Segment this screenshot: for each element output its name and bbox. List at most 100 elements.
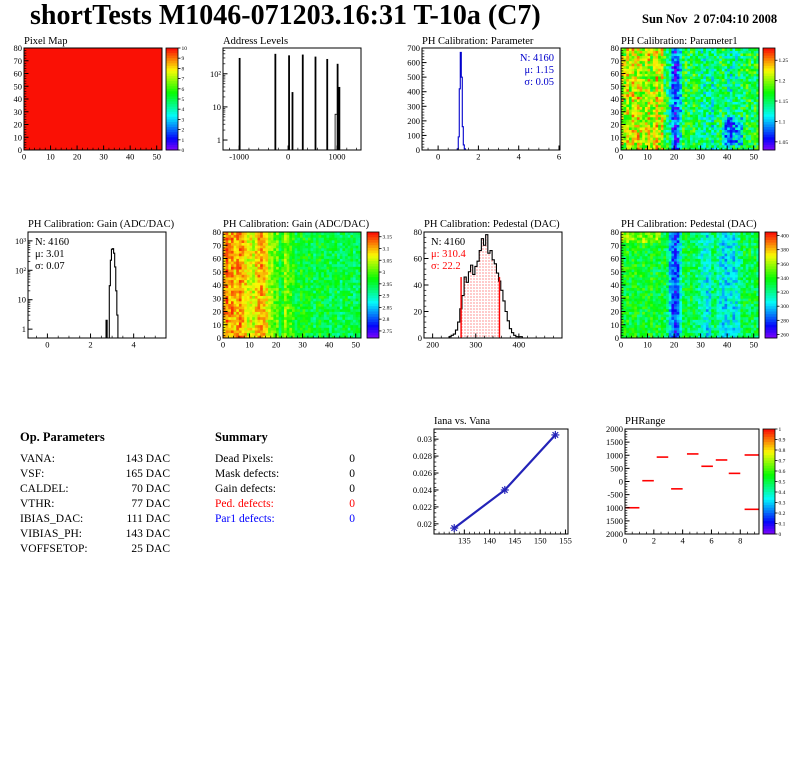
- svg-text:10: 10: [643, 152, 652, 161]
- summary-box: Summary Dead Pixels: 0 Mask defects: 0 Gai…: [215, 430, 355, 526]
- table-row: IBIAS_DAC: 111 DAC: [20, 512, 170, 525]
- svg-text:1000: 1000: [329, 152, 346, 161]
- svg-text:10: 10: [245, 340, 254, 350]
- svg-text:2.9: 2.9: [383, 294, 390, 300]
- svg-text:10³: 10³: [15, 236, 27, 246]
- svg-text:500: 500: [407, 72, 420, 82]
- svg-text:10: 10: [182, 46, 188, 52]
- plot-title: Iana vs. Vana: [434, 416, 491, 427]
- svg-text:80: 80: [414, 227, 423, 237]
- svg-text:80: 80: [213, 227, 222, 237]
- svg-text:40: 40: [213, 280, 222, 290]
- svg-text:4: 4: [132, 340, 137, 350]
- svg-text:1.25: 1.25: [779, 58, 789, 64]
- svg-text:3.05: 3.05: [383, 258, 393, 264]
- svg-text:30: 30: [611, 107, 620, 117]
- svg-text:N: 4160: N: 4160: [35, 237, 69, 248]
- svg-text:3: 3: [182, 117, 185, 123]
- svg-text:30: 30: [14, 107, 23, 117]
- svg-text:60: 60: [14, 69, 23, 79]
- svg-text:8: 8: [182, 66, 185, 72]
- svg-text:10: 10: [213, 320, 222, 330]
- gain-map-chart: 0 10 20 30 40 50 0 10 20 30 40 50 60 70 80 3.15 3.1 3.05 3…: [213, 227, 393, 350]
- svg-text:50: 50: [213, 267, 222, 277]
- svg-text:60: 60: [213, 254, 222, 264]
- svg-text:30: 30: [696, 152, 705, 161]
- address-levels-chart: -1000 0 1000 1 10 10²: [210, 47, 362, 161]
- table-row: VIBIAS_PH: 143 DAC: [20, 527, 170, 540]
- svg-text:0: 0: [286, 152, 290, 161]
- svg-text:μ: 3.01: μ: 3.01: [35, 249, 65, 260]
- svg-text:7: 7: [182, 77, 185, 83]
- table-row: Gain defects: 0: [215, 482, 355, 495]
- svg-text:10: 10: [213, 102, 222, 112]
- panel-iana-vana: Iana vs. Vana 135 140 145 150 155 0.02 0.022 0.…: [398, 415, 597, 547]
- svg-text:60: 60: [611, 69, 620, 79]
- svg-text:20: 20: [73, 152, 82, 161]
- svg-text:0: 0: [615, 145, 619, 155]
- svg-text:30: 30: [99, 152, 108, 161]
- svg-text:80: 80: [611, 43, 620, 53]
- svg-text:6: 6: [182, 87, 185, 93]
- plot-title: PH Calibration: Parameter: [422, 36, 534, 47]
- panel-pedestal-hist: PH Calibration: Pedestal (DAC) 200 300 400…: [398, 218, 597, 354]
- svg-text:20: 20: [272, 340, 281, 350]
- plot-title: PH Calibration: Parameter1: [621, 36, 738, 47]
- svg-text:50: 50: [14, 81, 23, 91]
- svg-text:2.85: 2.85: [383, 305, 393, 311]
- svg-text:4: 4: [182, 107, 185, 113]
- table-row: VTHR: 77 DAC: [20, 497, 170, 510]
- svg-text:2: 2: [182, 128, 185, 134]
- svg-text:30: 30: [213, 293, 222, 303]
- svg-text:0: 0: [619, 152, 623, 161]
- svg-text:40: 40: [126, 152, 135, 161]
- svg-text:2.8: 2.8: [383, 317, 390, 323]
- svg-text:0: 0: [416, 145, 420, 155]
- table-row: Par1 defects: 0: [215, 512, 355, 525]
- plot-title: PH Calibration: Pedestal (DAC): [621, 219, 757, 230]
- svg-text:1.05: 1.05: [779, 140, 789, 146]
- svg-text:70: 70: [14, 56, 23, 66]
- panel-gain-hist: PH Calibration: Gain (ADC/DAC) 0 2 4 1 10 10²…: [0, 218, 199, 354]
- table-row: VOFFSETOP: 25 DAC: [20, 542, 170, 555]
- svg-text:200: 200: [426, 340, 439, 350]
- svg-text:20: 20: [213, 307, 222, 317]
- svg-text:20: 20: [414, 307, 423, 317]
- svg-text:40: 40: [723, 152, 732, 161]
- svg-text:80: 80: [14, 43, 23, 53]
- svg-text:0: 0: [217, 333, 221, 343]
- table-row: Dead Pixels: 0: [215, 452, 355, 465]
- timestamp: Sun Nov 2 07:04:10 2008: [642, 12, 778, 26]
- table-row: VSF: 165 DAC: [20, 467, 170, 480]
- svg-text:1.15: 1.15: [779, 99, 789, 105]
- svg-text:2: 2: [476, 152, 480, 161]
- plot-title: PH Calibration: Pedestal (DAC): [424, 219, 560, 230]
- plot-title: Pixel Map: [24, 36, 68, 47]
- svg-text:0: 0: [418, 333, 422, 343]
- svg-text:9: 9: [182, 56, 185, 62]
- svg-text:-1000: -1000: [229, 152, 249, 161]
- svg-text:1: 1: [182, 138, 185, 144]
- svg-text:600: 600: [407, 58, 420, 68]
- svg-text:0: 0: [22, 152, 26, 161]
- svg-text:10: 10: [611, 132, 620, 142]
- svg-text:1: 1: [22, 324, 26, 334]
- svg-text:20: 20: [670, 152, 679, 161]
- svg-text:0: 0: [221, 340, 225, 350]
- svg-text:10²: 10²: [210, 69, 222, 79]
- svg-text:0: 0: [45, 340, 49, 350]
- table-row: VANA: 143 DAC: [20, 452, 170, 465]
- svg-text:3.1: 3.1: [383, 246, 390, 252]
- summary-table: Dead Pixels: 0 Mask defects: 0 Gain defect…: [215, 451, 355, 526]
- svg-text:1.1: 1.1: [779, 119, 786, 125]
- svg-text:0: 0: [182, 148, 185, 154]
- svg-text:20: 20: [611, 120, 620, 130]
- plot-title: PHRange: [625, 416, 666, 427]
- phrange-chart: 0 2 4 6 82000150010005000-50010001500200010.…: [606, 424, 786, 546]
- svg-text:2.95: 2.95: [383, 282, 393, 288]
- svg-text:70: 70: [213, 240, 222, 250]
- svg-text:σ: 22.2: σ: 22.2: [431, 261, 461, 272]
- plot-title: PH Calibration: Gain (ADC/DAC): [28, 219, 175, 230]
